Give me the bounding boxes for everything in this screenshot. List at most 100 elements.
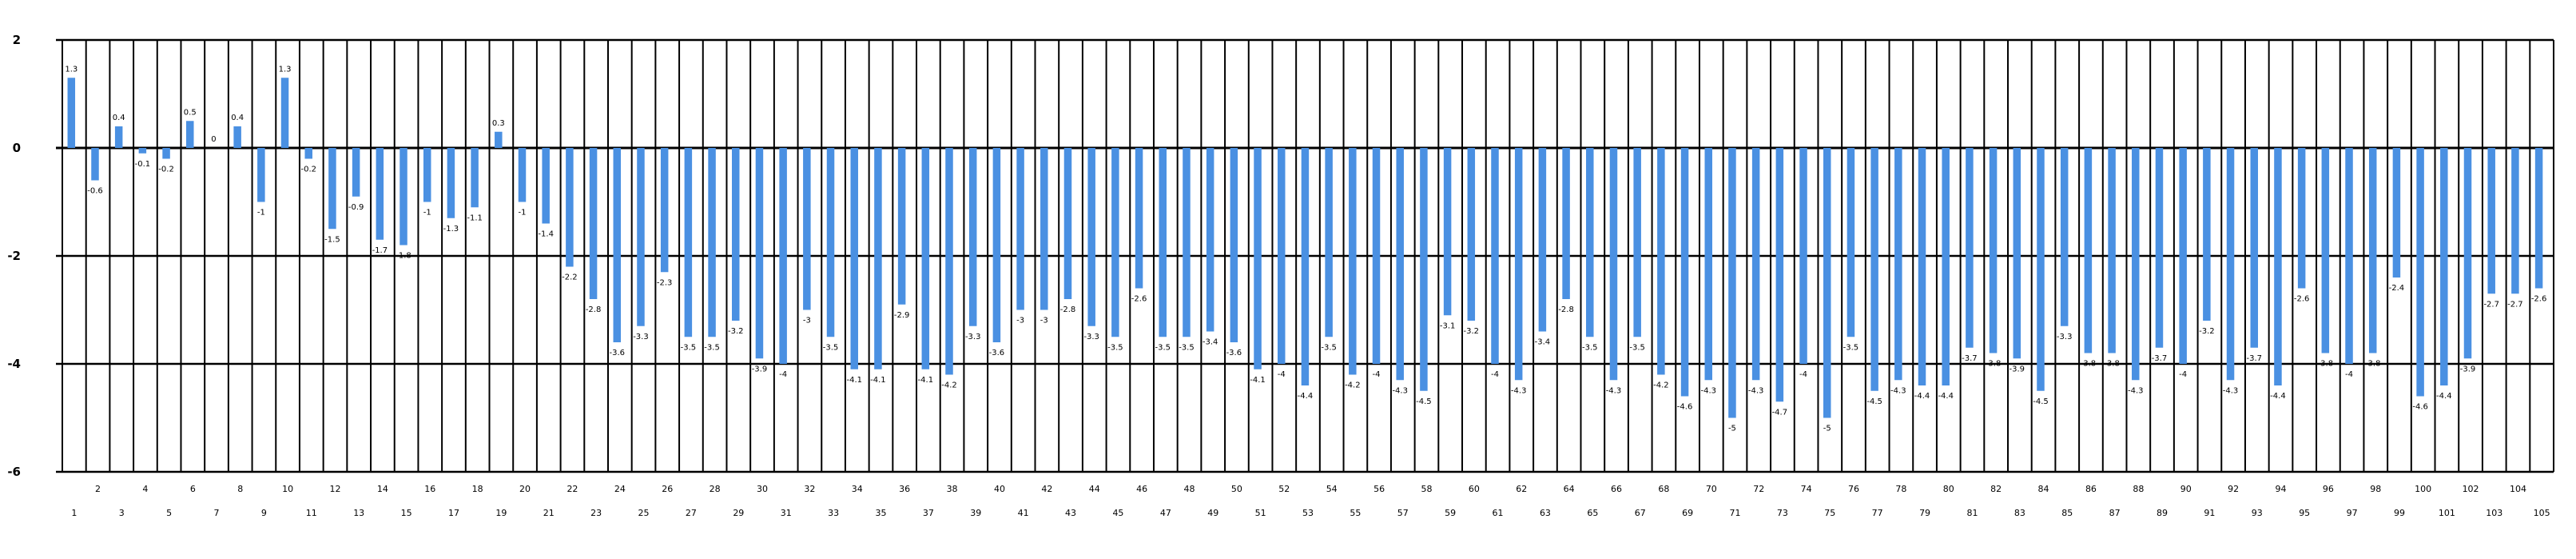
- bar: [328, 148, 336, 230]
- bar: [114, 126, 123, 148]
- bar: [1942, 148, 1950, 385]
- x-tick-label: 94: [2276, 484, 2287, 494]
- bar: [897, 148, 906, 305]
- x-tick-label: 6: [190, 484, 196, 494]
- data-label: -3: [803, 317, 811, 325]
- data-label: -5: [1823, 425, 1831, 433]
- x-tick-label: 47: [1160, 508, 1171, 518]
- bar: [731, 148, 740, 321]
- bar: [684, 148, 693, 337]
- x-tick-label: 102: [2463, 484, 2479, 494]
- data-label: -4: [1373, 370, 1381, 379]
- bar: [1609, 148, 1618, 381]
- x-tick-label: 86: [2085, 484, 2097, 494]
- x-tick-label: 61: [1493, 508, 1504, 518]
- y-tick-label: -2: [7, 249, 21, 263]
- data-label: -3.8: [2318, 360, 2334, 369]
- x-tick-label: 90: [2180, 484, 2192, 494]
- bar: [2368, 148, 2377, 353]
- data-label: -3.2: [2199, 327, 2215, 336]
- data-label: -3.6: [989, 349, 1005, 357]
- x-tick-label: 99: [2394, 508, 2405, 518]
- x-tick-label: 31: [781, 508, 792, 518]
- x-tick-label: 30: [757, 484, 768, 494]
- data-label: 0.4: [113, 114, 125, 122]
- data-label: -3.4: [1203, 338, 1218, 347]
- bar: [992, 148, 1001, 342]
- bar: [1989, 148, 1998, 353]
- x-tick-label: 34: [852, 484, 863, 494]
- data-label: -2.8: [1558, 305, 1574, 314]
- data-label: -3.8: [2365, 360, 2381, 369]
- data-label: -4.5: [1866, 397, 1882, 406]
- x-tick-label: 83: [2014, 508, 2025, 518]
- bar: [779, 148, 787, 364]
- bar: [826, 148, 835, 337]
- x-tick-label: 50: [1231, 484, 1242, 494]
- bar: [1847, 148, 1855, 337]
- data-label: -4.3: [1748, 386, 1764, 395]
- data-label: -0.6: [87, 187, 103, 196]
- bar: [637, 148, 645, 326]
- x-tick-label: 71: [1730, 508, 1741, 518]
- data-label: -3.8: [1986, 360, 2002, 369]
- bar: [400, 148, 407, 246]
- data-label: -1: [519, 209, 527, 218]
- bar: [1254, 148, 1262, 369]
- bar: [2511, 148, 2519, 294]
- y-tick-label: -4: [7, 357, 21, 371]
- data-label: -1.3: [443, 225, 459, 234]
- bar: [1420, 148, 1428, 391]
- bar: [1799, 148, 1807, 364]
- bar: [1349, 148, 1357, 375]
- data-label: -4.4: [1298, 392, 1314, 401]
- data-label: -2.9: [894, 311, 910, 320]
- data-label: -4: [779, 370, 787, 379]
- bar: [2203, 148, 2211, 321]
- bar: [2084, 148, 2093, 353]
- data-label: -4.1: [846, 376, 862, 385]
- data-label: -4: [2179, 370, 2187, 379]
- bar: [352, 148, 360, 197]
- data-label: -1.1: [467, 214, 483, 222]
- bar: [2463, 148, 2472, 359]
- data-label: -3.3: [633, 333, 649, 341]
- data-label: -4.4: [2436, 392, 2452, 401]
- data-label: -4: [1799, 370, 1807, 379]
- x-tick-label: 33: [828, 508, 839, 518]
- bar: [1183, 148, 1191, 337]
- data-label: -3.9: [2460, 365, 2476, 373]
- bar: [1063, 148, 1072, 299]
- bar: [1657, 148, 1665, 375]
- data-label: -3.6: [1226, 349, 1242, 357]
- x-tick-label: 48: [1184, 484, 1195, 494]
- bar: [1467, 148, 1476, 321]
- bar: [2037, 148, 2045, 391]
- bar: [2392, 148, 2401, 278]
- bar: [1894, 148, 1902, 381]
- x-tick-label: 88: [2133, 484, 2144, 494]
- data-label: -2.7: [2507, 300, 2523, 309]
- data-label: -3.7: [2246, 354, 2262, 363]
- x-tick-label: 26: [662, 484, 673, 494]
- data-label: -4.3: [1890, 386, 1906, 395]
- data-label: -4.4: [1938, 392, 1954, 401]
- data-label: -3.5: [1107, 343, 1123, 352]
- data-label: -2.7: [2483, 300, 2499, 309]
- x-tick-label: 2: [95, 484, 101, 494]
- data-label: -2.3: [657, 278, 673, 287]
- data-label: -2.6: [2294, 295, 2310, 304]
- x-tick-label: 91: [2204, 508, 2215, 518]
- data-label: -4.7: [1772, 408, 1788, 417]
- bar: [660, 148, 669, 273]
- x-tick-label: 24: [614, 484, 626, 494]
- x-tick-label: 72: [1753, 484, 1764, 494]
- bar: [1277, 148, 1286, 364]
- x-tick-label: 57: [1397, 508, 1409, 518]
- x-tick-label: 15: [401, 508, 412, 518]
- data-label: -3.7: [1962, 354, 1978, 363]
- data-label: -3.5: [704, 343, 720, 352]
- bar: [2321, 148, 2330, 353]
- data-label: -3.9: [752, 365, 768, 373]
- data-label: -5: [1728, 425, 1736, 433]
